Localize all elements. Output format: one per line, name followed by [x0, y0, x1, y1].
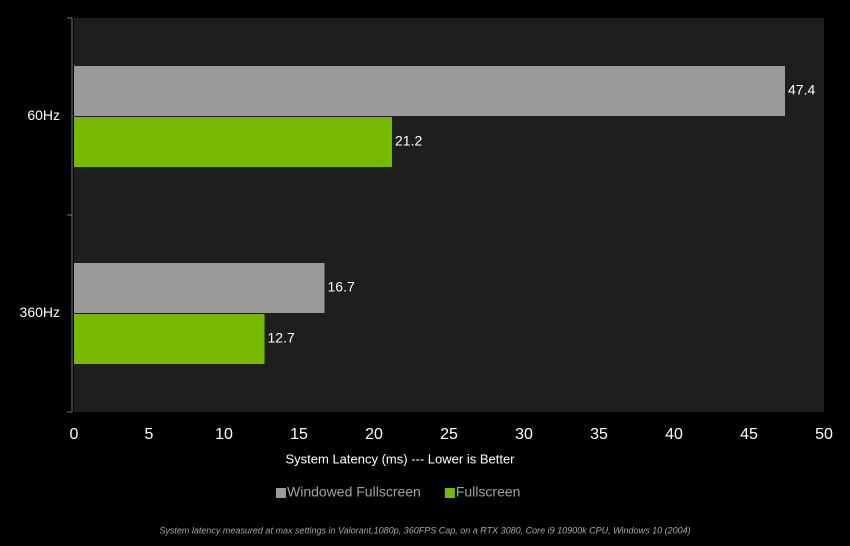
x-tick-label: 45	[740, 426, 758, 443]
legend-label: Windowed Fullscreen	[287, 484, 421, 500]
value-label: 21.2	[395, 133, 422, 149]
legend-label: Fullscreen	[456, 484, 521, 500]
legend-swatch	[276, 488, 286, 498]
x-tick-label: 10	[215, 426, 233, 443]
legend-swatch	[444, 488, 455, 498]
x-tick-label: 20	[365, 426, 383, 443]
bar	[74, 66, 785, 116]
x-tick-label: 30	[515, 426, 533, 443]
bar	[74, 263, 325, 313]
x-tick-label: 35	[590, 426, 608, 443]
y-tick-label: 360Hz	[20, 304, 60, 320]
x-tick-label: 15	[290, 426, 308, 443]
value-label: 47.4	[788, 82, 815, 98]
x-axis-label: System Latency (ms) --- Lower is Better	[286, 451, 516, 466]
x-tick-label: 50	[815, 426, 833, 443]
x-tick-label: 40	[665, 426, 683, 443]
bar	[74, 117, 392, 167]
value-label: 12.7	[268, 330, 295, 346]
y-tick-label: 60Hz	[27, 107, 60, 123]
x-tick-label: 25	[440, 426, 458, 443]
footnote: System latency measured at max settings …	[159, 525, 690, 535]
x-tick-label: 0	[70, 426, 79, 443]
value-label: 16.7	[328, 279, 355, 295]
bar	[74, 314, 265, 364]
x-tick-label: 5	[145, 426, 154, 443]
